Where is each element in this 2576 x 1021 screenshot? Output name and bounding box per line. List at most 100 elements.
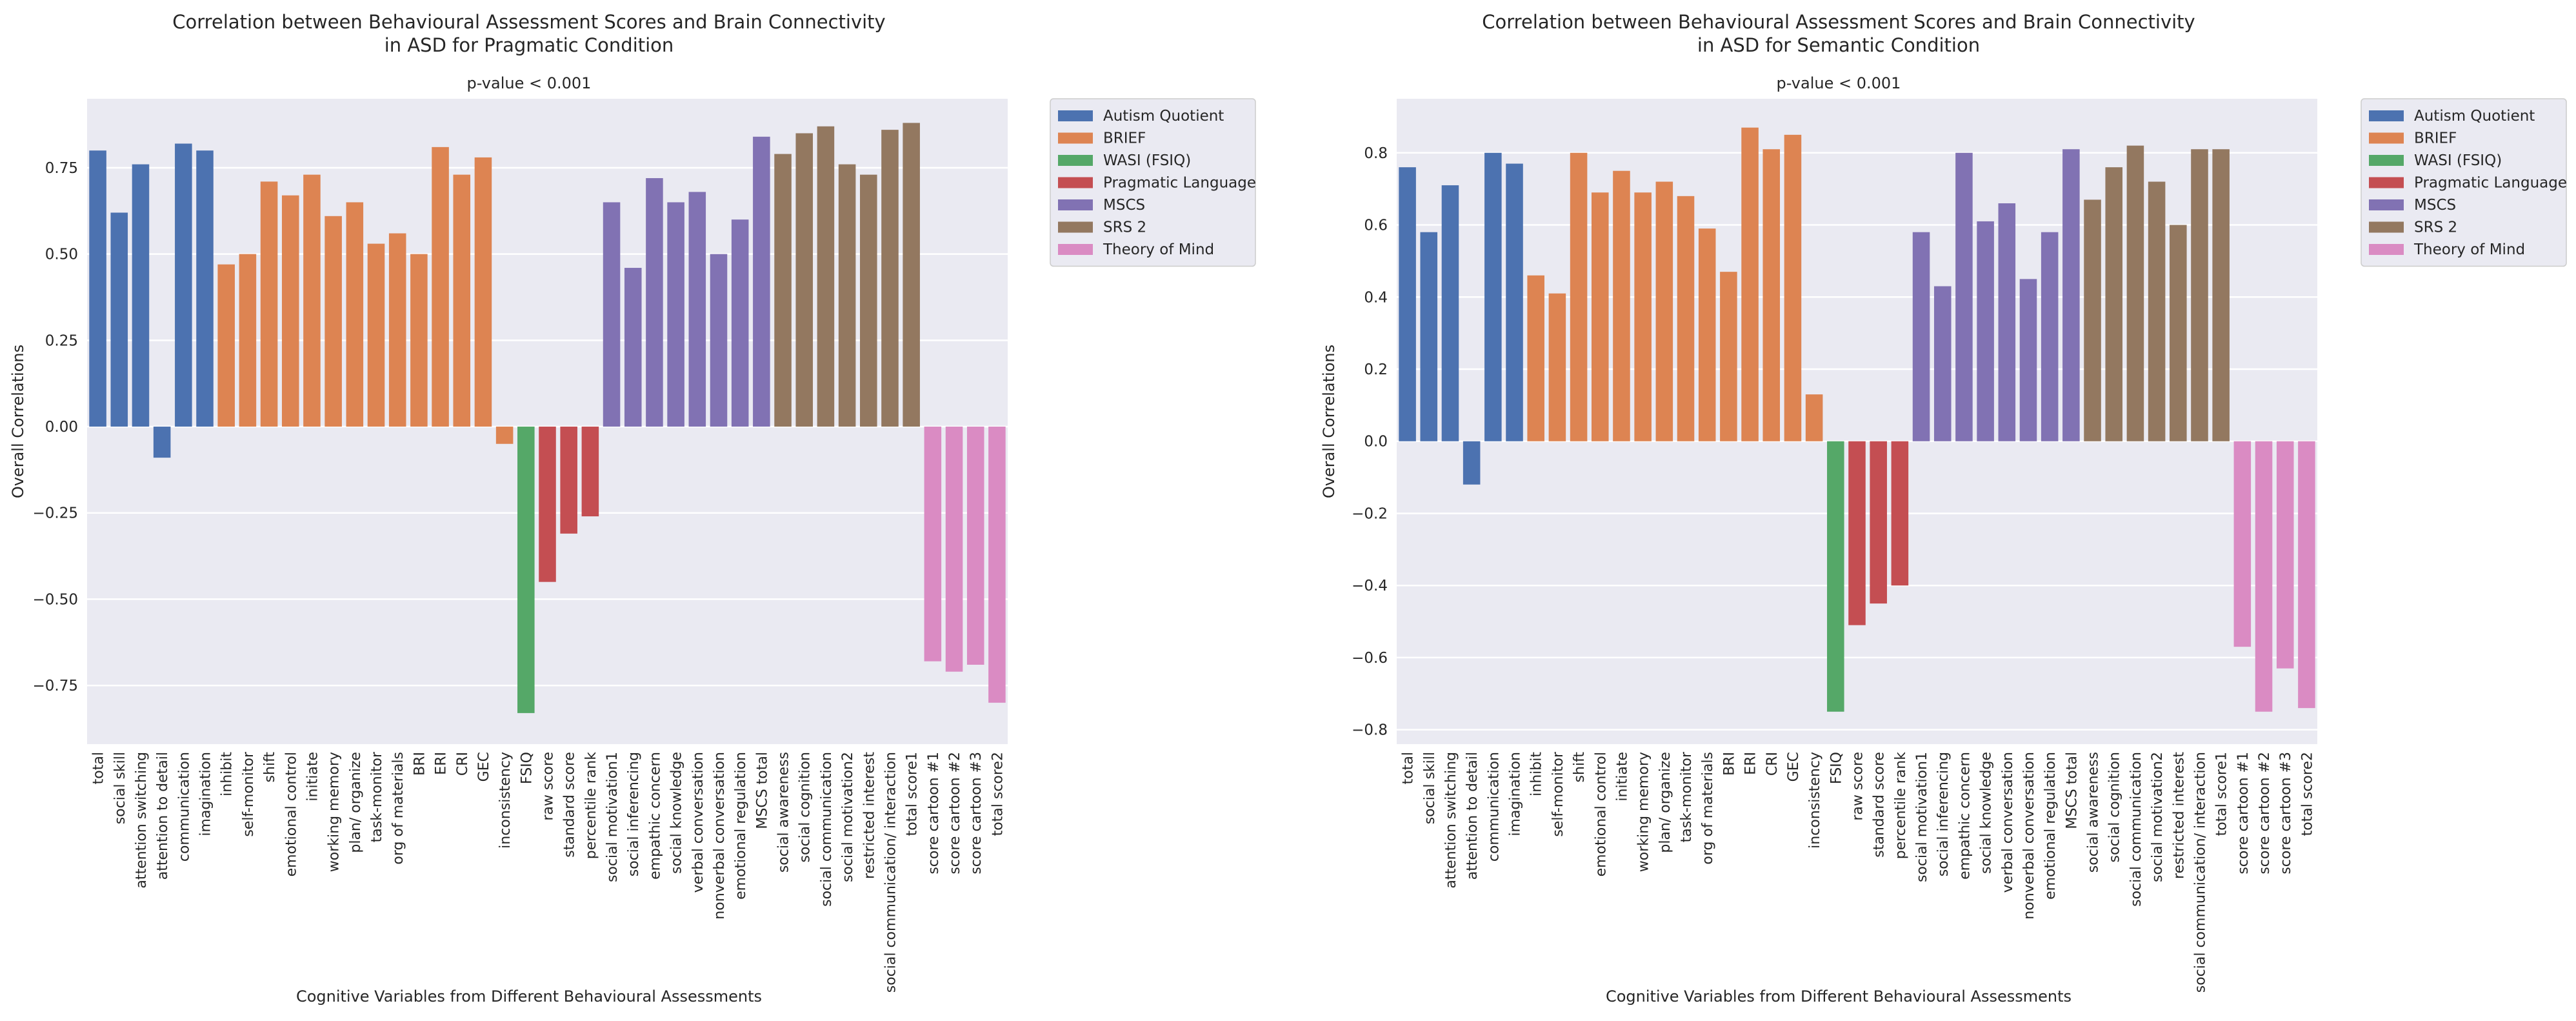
bar-emotional-regulation	[731, 219, 749, 427]
bar-org-of-materials	[388, 233, 406, 427]
x-tick-label: total score1	[904, 752, 921, 836]
x-tick-label: working memory	[1636, 752, 1652, 872]
y-tick-label: 0.50	[45, 247, 78, 263]
bar-attention-switching	[132, 164, 150, 427]
x-tick-label: empathic concern	[647, 752, 663, 880]
bar-score-cartoon-2	[2255, 441, 2273, 712]
bar-social-knowledge	[667, 202, 684, 427]
bar-raw-score	[1848, 441, 1866, 625]
x-tick-label: ERI	[434, 752, 450, 775]
bar-attention-to-detail	[1463, 441, 1481, 485]
x-tick-label: total score2	[990, 752, 1006, 836]
legend-box	[2361, 98, 2567, 267]
x-tick-label: shift	[1572, 752, 1588, 783]
legend-label: BRIEF	[1103, 130, 1146, 147]
bar-social-motivation2	[838, 164, 856, 427]
legend-swatch	[2369, 110, 2404, 121]
x-tick-label: score cartoon #1	[926, 752, 942, 874]
x-tick-label: score cartoon #3	[968, 752, 984, 874]
bar-working-memory	[324, 216, 342, 427]
bar-working-memory	[1634, 192, 1652, 441]
y-tick-label: −0.75	[33, 678, 78, 694]
x-tick-label: initiate	[1614, 752, 1630, 802]
legend-label: MSCS	[1103, 197, 1145, 214]
bar-inconsistency	[1805, 394, 1823, 441]
legend-swatch	[2369, 244, 2404, 255]
bar-self-monitor	[239, 254, 257, 427]
bar-total-score2	[988, 427, 1006, 703]
x-tick-label: task-monitor	[369, 751, 385, 842]
legend-label: WASI (FSIQ)	[1103, 152, 1191, 169]
x-tick-label: emotional regulation	[733, 752, 749, 900]
x-tick-label: social inferencing	[626, 752, 642, 876]
x-tick-label: total	[91, 752, 107, 784]
x-tick-label: self-monitor	[1550, 751, 1566, 837]
bar-total	[89, 150, 106, 427]
x-tick-label: attention to detail	[155, 752, 171, 880]
y-tick-label: 0.8	[1364, 145, 1388, 162]
x-tick-label: total score1	[2214, 752, 2230, 836]
bar-social-communication-interaction	[2191, 149, 2208, 441]
x-tick-label: inhibit	[1529, 752, 1545, 796]
x-tick-label: emotional regulation	[2042, 752, 2059, 900]
bar-empathic-concern	[1955, 152, 1973, 441]
x-tick-label: restricted interest	[2171, 752, 2187, 879]
x-tick-label: social cognition	[2107, 752, 2123, 862]
bar-nonverbal-conversation	[710, 254, 728, 427]
legend-swatch	[1058, 132, 1093, 144]
y-axis-label: Overall Correlations	[9, 345, 27, 498]
x-tick-label: GEC	[1786, 752, 1802, 782]
pragmatic-condition-chart: −0.75 −0.50 −0.25 0.00 0.25 0.50 0.75 total soci…	[9, 11, 1256, 1006]
bar-verbal-conversation	[1998, 203, 2016, 441]
x-tick-label: verbal conversation	[2000, 752, 2016, 893]
bar-social-motivation1	[1912, 232, 1930, 441]
bar-shift	[260, 181, 278, 427]
legend-swatch	[1058, 244, 1093, 255]
legend-label: Pragmatic Language	[2414, 175, 2567, 192]
x-tick-label: CRI	[455, 752, 471, 776]
bar-fsiq	[517, 427, 535, 713]
x-tick-label: score cartoon #2	[2257, 752, 2273, 874]
bar-social-communication-interaction	[881, 130, 899, 427]
x-tick-label: total score2	[2299, 752, 2315, 836]
legend-label: BRIEF	[2414, 130, 2457, 147]
x-tick-label: score cartoon #1	[2235, 752, 2252, 874]
x-axis-label: Cognitive Variables from Different Behav…	[296, 987, 762, 1006]
bar-imagination	[196, 150, 214, 427]
y-tick-label: −0.4	[1352, 578, 1388, 594]
x-tick-label: emotional control	[1593, 752, 1609, 876]
bar-self-monitor	[1548, 293, 1566, 441]
y-tick-label: −0.2	[1352, 505, 1388, 522]
legend-label: MSCS	[2414, 197, 2456, 214]
legend-swatch	[2369, 177, 2404, 188]
bar-mscs-total	[2062, 149, 2080, 441]
x-tick-label: social skill	[1422, 752, 1438, 824]
x-tick-label: BRI	[412, 752, 428, 776]
legend-swatch	[1058, 177, 1093, 188]
x-tick-label: MSCS total	[2064, 752, 2080, 829]
x-tick-label: percentile rank	[1893, 752, 1909, 859]
legend-swatch	[1058, 110, 1093, 121]
x-tick-label: GEC	[476, 752, 492, 782]
chart-title-line-1: Correlation between Behavioural Assessme…	[172, 11, 885, 33]
x-tick-label: BRI	[1721, 752, 1737, 776]
x-tick-label: inhibit	[219, 752, 235, 796]
x-tick-label: MSCS total	[754, 752, 770, 829]
x-tick-label: social motivation2	[840, 752, 856, 882]
bar-org-of-materials	[1698, 228, 1716, 441]
x-tick-label: social knowledge	[1979, 752, 1995, 874]
bar-bri	[410, 254, 428, 427]
x-tick-label: score cartoon #3	[2278, 752, 2294, 874]
x-tick-label: social knowledge	[669, 752, 685, 874]
bar-percentile-rank	[1891, 441, 1909, 586]
bar-mscs-total	[753, 136, 770, 427]
x-tick-label: plan/ organize	[1657, 752, 1673, 853]
bar-gec	[474, 157, 492, 427]
chart-subtitle: p-value < 0.001	[1777, 74, 1901, 92]
legend-swatch	[1058, 155, 1093, 166]
x-axis-label: Cognitive Variables from Different Behav…	[1606, 987, 2072, 1006]
x-tick-label: percentile rank	[583, 752, 599, 859]
x-tick-label: working memory	[326, 752, 343, 872]
y-tick-label: 0.2	[1364, 361, 1388, 378]
